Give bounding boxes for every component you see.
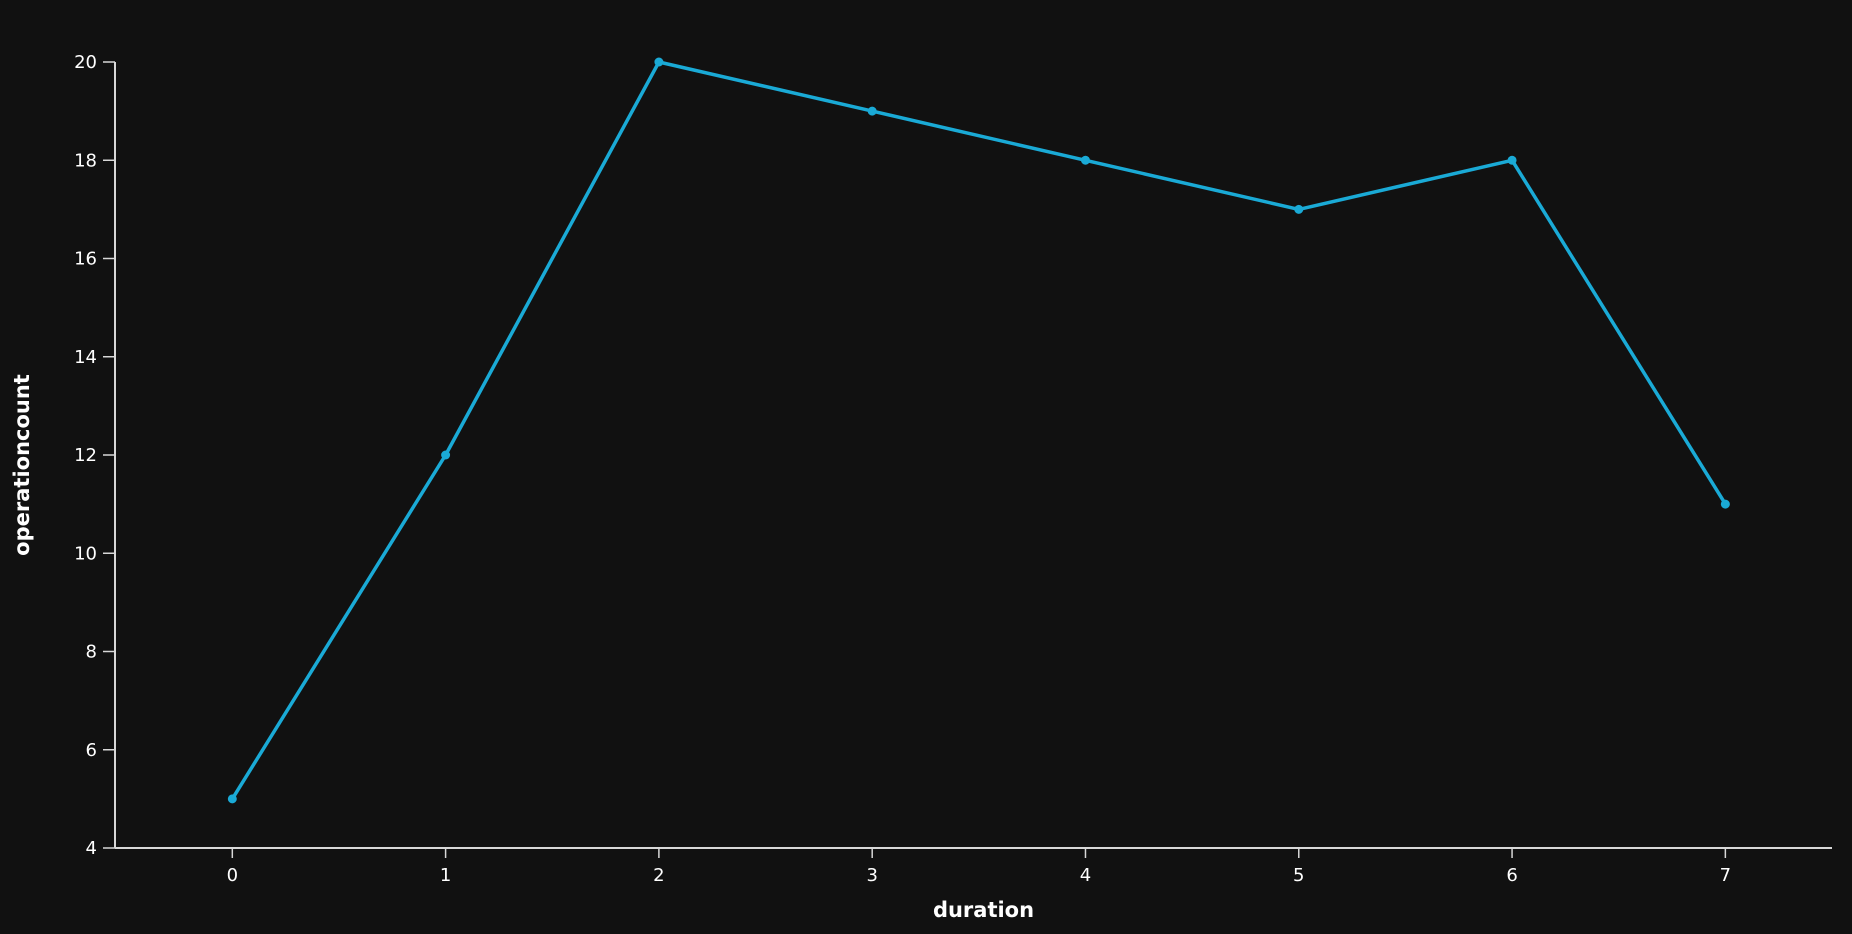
x-tick-label: 3 [866, 865, 877, 886]
y-tick-label: 8 [86, 642, 97, 663]
data-point[interactable] [867, 106, 877, 116]
data-point[interactable] [1294, 204, 1304, 214]
y-axis-ticks: 4 6 8 10 12 14 16 18 20 [74, 52, 115, 859]
x-tick-label: 2 [653, 865, 664, 886]
y-tick-label: 12 [74, 445, 97, 466]
data-point[interactable] [654, 57, 664, 67]
y-axis-title: operationcount [10, 374, 34, 556]
x-tick-label: 1 [440, 865, 451, 886]
data-point[interactable] [1080, 155, 1090, 165]
y-tick-label: 20 [74, 52, 97, 73]
y-tick-label: 6 [86, 740, 97, 761]
y-tick-label: 18 [74, 150, 97, 171]
x-tick-label: 7 [1720, 865, 1731, 886]
y-tick-label: 16 [74, 249, 97, 270]
series-group [227, 57, 1730, 804]
x-tick-label: 6 [1506, 865, 1517, 886]
x-axis-ticks: 0 1 2 3 4 5 6 7 [227, 848, 1731, 886]
x-tick-label: 0 [227, 865, 238, 886]
data-point[interactable] [227, 794, 237, 804]
x-tick-label: 5 [1293, 865, 1304, 886]
data-point[interactable] [441, 450, 451, 460]
data-point[interactable] [1507, 155, 1517, 165]
series-line [230, 60, 1727, 800]
y-tick-label: 4 [86, 838, 97, 859]
y-tick-label: 14 [74, 347, 97, 368]
x-tick-label: 4 [1080, 865, 1091, 886]
data-point[interactable] [1720, 499, 1730, 509]
x-axis-title: duration [933, 898, 1034, 922]
y-tick-label: 10 [74, 543, 97, 564]
